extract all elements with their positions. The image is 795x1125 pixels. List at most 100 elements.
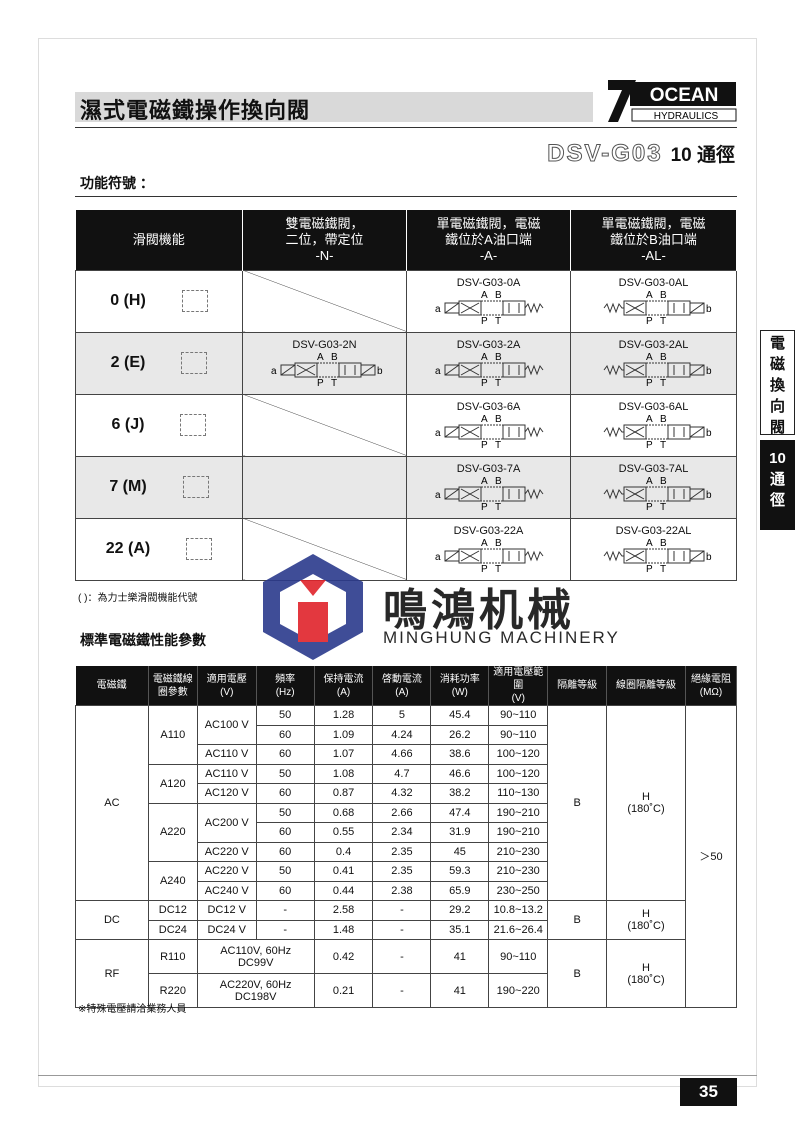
cell: -: [372, 900, 432, 921]
valve-symbol-icon: A Ba P T: [435, 352, 543, 389]
cell: 38.6: [430, 744, 490, 765]
col-header: 適用電壓範圍 (V): [488, 666, 549, 706]
cell: -: [372, 939, 432, 974]
cell: 210~230: [488, 861, 549, 882]
cell: 0.41: [313, 861, 374, 882]
port-label: B: [495, 352, 502, 363]
cell: 5: [372, 705, 432, 726]
cell: A220: [147, 802, 198, 862]
valve-symbol-icon: A Bb P T: [603, 290, 712, 327]
port-label: A: [481, 290, 488, 301]
cell: DC24: [147, 919, 198, 940]
cell: 29.2: [430, 900, 490, 921]
port-label: P: [481, 502, 488, 511]
valve-symbol-icon: A Ba P T: [435, 290, 543, 327]
port-label: T: [660, 502, 666, 511]
cell: 1.48: [313, 919, 374, 940]
cell: 0.55: [313, 822, 374, 843]
cell: DC12 V: [196, 900, 257, 921]
port-label: T: [495, 316, 501, 325]
cell: 60: [255, 822, 315, 843]
cell: 35.1: [430, 919, 490, 940]
cell: 100~120: [488, 763, 549, 784]
spool-symbol-icon: [182, 476, 209, 498]
cell: 26.2: [430, 724, 490, 745]
valve-model: DSV-G03-2N: [292, 338, 357, 351]
port-label: B: [660, 290, 667, 301]
valve-symbol-icon: A Ba P T: [435, 476, 543, 513]
cell: H (180˚C): [606, 939, 686, 1008]
cell: AC200 V: [196, 802, 257, 843]
port-label: B: [331, 352, 338, 363]
table-row: AC110 V 60 1.07 4.66 38.6 100~120: [76, 744, 737, 765]
cell: 90~110: [488, 705, 549, 726]
cell: 230~250: [488, 880, 549, 901]
port-label: T: [495, 378, 501, 387]
function-code: 0 (H): [110, 292, 146, 309]
divider: [38, 1075, 757, 1076]
cell: AC120 V: [196, 783, 257, 804]
cell: 41: [430, 939, 490, 974]
cell: 190~210: [488, 822, 549, 843]
valve-symbol-icon: A Bb P T: [603, 352, 712, 389]
spool-symbol-icon: [180, 414, 207, 436]
side-tab-solenoid-valve[interactable]: 電 磁 換 向 閥: [760, 330, 795, 436]
cell: 190~210: [488, 802, 549, 823]
cell: B: [547, 900, 608, 940]
port-label: P: [481, 564, 488, 573]
side-tab-size-10[interactable]: 10 通 徑: [760, 440, 795, 530]
spool-symbol-icon: [181, 352, 208, 374]
col-header: 絕緣電阻 (MΩ): [685, 666, 738, 706]
minghung-logo-icon: [263, 554, 363, 660]
function-note: ( )：為力士樂滑閥機能代號: [78, 593, 198, 604]
cell: 50: [255, 861, 315, 882]
col-header: 保持電流 (A): [314, 666, 374, 706]
valve-model: DSV-G03-6A: [456, 400, 521, 413]
svg-text:a: a: [435, 366, 441, 377]
valve-symbol-icon: A Ba P T: [435, 414, 543, 451]
col-header: 頻率 (Hz): [256, 666, 315, 706]
port-label: P: [646, 378, 653, 387]
port-label: T: [660, 378, 666, 387]
cell: B: [547, 705, 608, 901]
function-symbol-table: 滑閥機能 雙電磁鐵閥， 二位，帶定位 -N- 單電磁鐵閥，電磁 鐵位於A油口端 …: [75, 210, 737, 581]
table-row: AC220 V 60 0.4 2.35 45 210~230: [76, 841, 737, 862]
ocean-logo: OCEAN HYDRAULICS: [608, 80, 737, 122]
page-frame: [38, 38, 757, 1087]
cell: 2.34: [372, 822, 432, 843]
cell: AC: [75, 705, 149, 901]
port-label: A: [481, 414, 488, 425]
title-bar: [75, 92, 593, 122]
function-cell: 7 (M): [75, 455, 243, 519]
port-label: T: [660, 316, 666, 325]
page-number: 35: [680, 1078, 737, 1106]
port-label: B: [660, 414, 667, 425]
cell: 0.21: [313, 973, 374, 1008]
function-code: 7 (M): [109, 478, 147, 495]
port-label: T: [495, 564, 501, 573]
cell: 21.6~26.4: [488, 919, 549, 940]
cell: 0.68: [313, 802, 374, 823]
valve-model: DSV-G03-6AL: [618, 400, 689, 413]
col-header: 雙電磁鐵閥， 二位，帶定位 -N-: [242, 210, 407, 270]
table-row: R220 AC220V, 60Hz DC198V 0.21-41 190~220: [76, 973, 737, 1008]
cell: DC24 V: [196, 919, 257, 940]
cell: AC220V, 60Hz DC198V: [196, 973, 315, 1008]
svg-text:b: b: [706, 428, 712, 439]
svg-text:b: b: [706, 552, 712, 563]
function-code: 22 (A): [105, 540, 151, 557]
valve-model: DSV-G03-7AL: [618, 462, 689, 475]
svg-text:b: b: [706, 490, 712, 501]
port-label: P: [646, 440, 653, 449]
port-label: A: [481, 352, 488, 363]
spool-symbol-icon: [186, 538, 213, 560]
cell: 65.9: [430, 880, 490, 901]
port-label: B: [660, 476, 667, 487]
col-header: 啓動電流 (A): [372, 666, 432, 706]
